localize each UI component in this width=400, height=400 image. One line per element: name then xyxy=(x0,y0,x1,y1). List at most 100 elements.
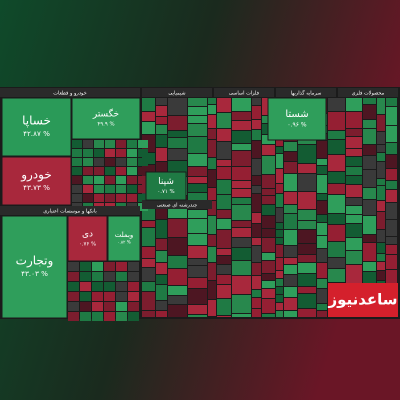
cell xyxy=(80,302,91,311)
cell xyxy=(252,130,261,140)
cell xyxy=(94,185,104,193)
cell xyxy=(346,224,362,237)
cell xyxy=(232,151,251,166)
cell xyxy=(346,206,362,214)
cell xyxy=(116,140,126,148)
cell xyxy=(217,98,231,112)
cell xyxy=(217,167,231,179)
tiles: خودرو و قطعات بانکها و موسسات اعتباری شیمی… xyxy=(0,88,398,319)
cell xyxy=(156,148,167,161)
cell xyxy=(386,126,397,142)
cell xyxy=(276,303,283,310)
cell xyxy=(328,112,345,130)
header-bar xyxy=(0,206,140,215)
cell xyxy=(156,301,167,310)
cell xyxy=(116,176,126,184)
cell xyxy=(138,176,148,184)
header: محصولات فلزی xyxy=(352,91,385,97)
cell xyxy=(386,220,397,236)
cell xyxy=(116,158,126,166)
cell xyxy=(116,167,126,175)
cell xyxy=(262,229,275,237)
cell xyxy=(386,245,397,254)
cell xyxy=(276,238,283,244)
cell xyxy=(363,145,376,155)
cell xyxy=(346,265,362,283)
cell xyxy=(105,167,115,175)
cell xyxy=(156,311,167,317)
cell xyxy=(188,154,207,166)
cell xyxy=(363,156,376,169)
cell xyxy=(217,265,231,274)
cell xyxy=(386,98,397,106)
cell xyxy=(252,246,261,262)
cell xyxy=(276,258,283,270)
cell xyxy=(208,98,216,104)
cell xyxy=(142,247,155,258)
cell xyxy=(168,131,187,137)
cell xyxy=(68,302,79,311)
cell xyxy=(94,149,104,157)
cell xyxy=(317,249,327,262)
cell xyxy=(168,296,187,304)
cell xyxy=(328,172,345,183)
cell xyxy=(188,98,207,106)
cell xyxy=(68,292,79,301)
cell xyxy=(142,122,155,134)
cell xyxy=(328,214,345,224)
cell xyxy=(377,271,385,280)
cell xyxy=(168,207,187,218)
cell xyxy=(208,105,216,114)
cell xyxy=(298,294,316,308)
tile-change: ۰.۹۶ % xyxy=(287,122,306,129)
cell xyxy=(188,266,207,277)
cell xyxy=(94,158,104,166)
cell xyxy=(94,194,104,202)
cell xyxy=(83,185,93,193)
cell xyxy=(328,131,345,139)
cell xyxy=(217,129,231,141)
cell xyxy=(156,205,167,219)
cell xyxy=(116,302,127,311)
cell xyxy=(262,189,275,195)
cell xyxy=(284,275,297,286)
cell xyxy=(92,272,103,281)
cell xyxy=(116,292,127,301)
tile xyxy=(1,97,72,157)
cell xyxy=(128,312,139,321)
cell xyxy=(346,251,362,264)
cell xyxy=(217,230,231,248)
cell xyxy=(377,201,385,211)
tile-change: ۴۳.۰۳ % xyxy=(21,269,48,278)
cell xyxy=(208,115,216,128)
cell xyxy=(83,176,93,184)
header-bar xyxy=(276,88,336,97)
cell xyxy=(262,289,275,298)
cell xyxy=(363,188,376,199)
tile xyxy=(107,215,141,262)
cell xyxy=(284,162,297,173)
cell xyxy=(346,198,362,205)
header: فلزات اساسی xyxy=(229,91,260,97)
tile-label: خگستر xyxy=(92,108,119,120)
cell xyxy=(92,312,103,321)
cell xyxy=(298,210,316,220)
cell xyxy=(363,243,376,261)
cell xyxy=(72,185,82,193)
cell xyxy=(386,255,397,269)
tile-change: ۴۲.۸۷ % xyxy=(23,129,50,138)
cell xyxy=(346,98,362,111)
cell xyxy=(104,272,115,281)
header: بانکها و موسسات اعتباری xyxy=(43,209,96,215)
cell xyxy=(104,312,115,321)
cell xyxy=(104,302,115,311)
cell xyxy=(138,140,148,148)
cell xyxy=(156,263,167,274)
cell xyxy=(217,180,231,194)
cell xyxy=(138,167,148,175)
cell xyxy=(298,309,316,317)
cell xyxy=(363,200,376,215)
cell xyxy=(363,170,376,187)
cell xyxy=(138,149,148,157)
cell xyxy=(232,98,251,111)
